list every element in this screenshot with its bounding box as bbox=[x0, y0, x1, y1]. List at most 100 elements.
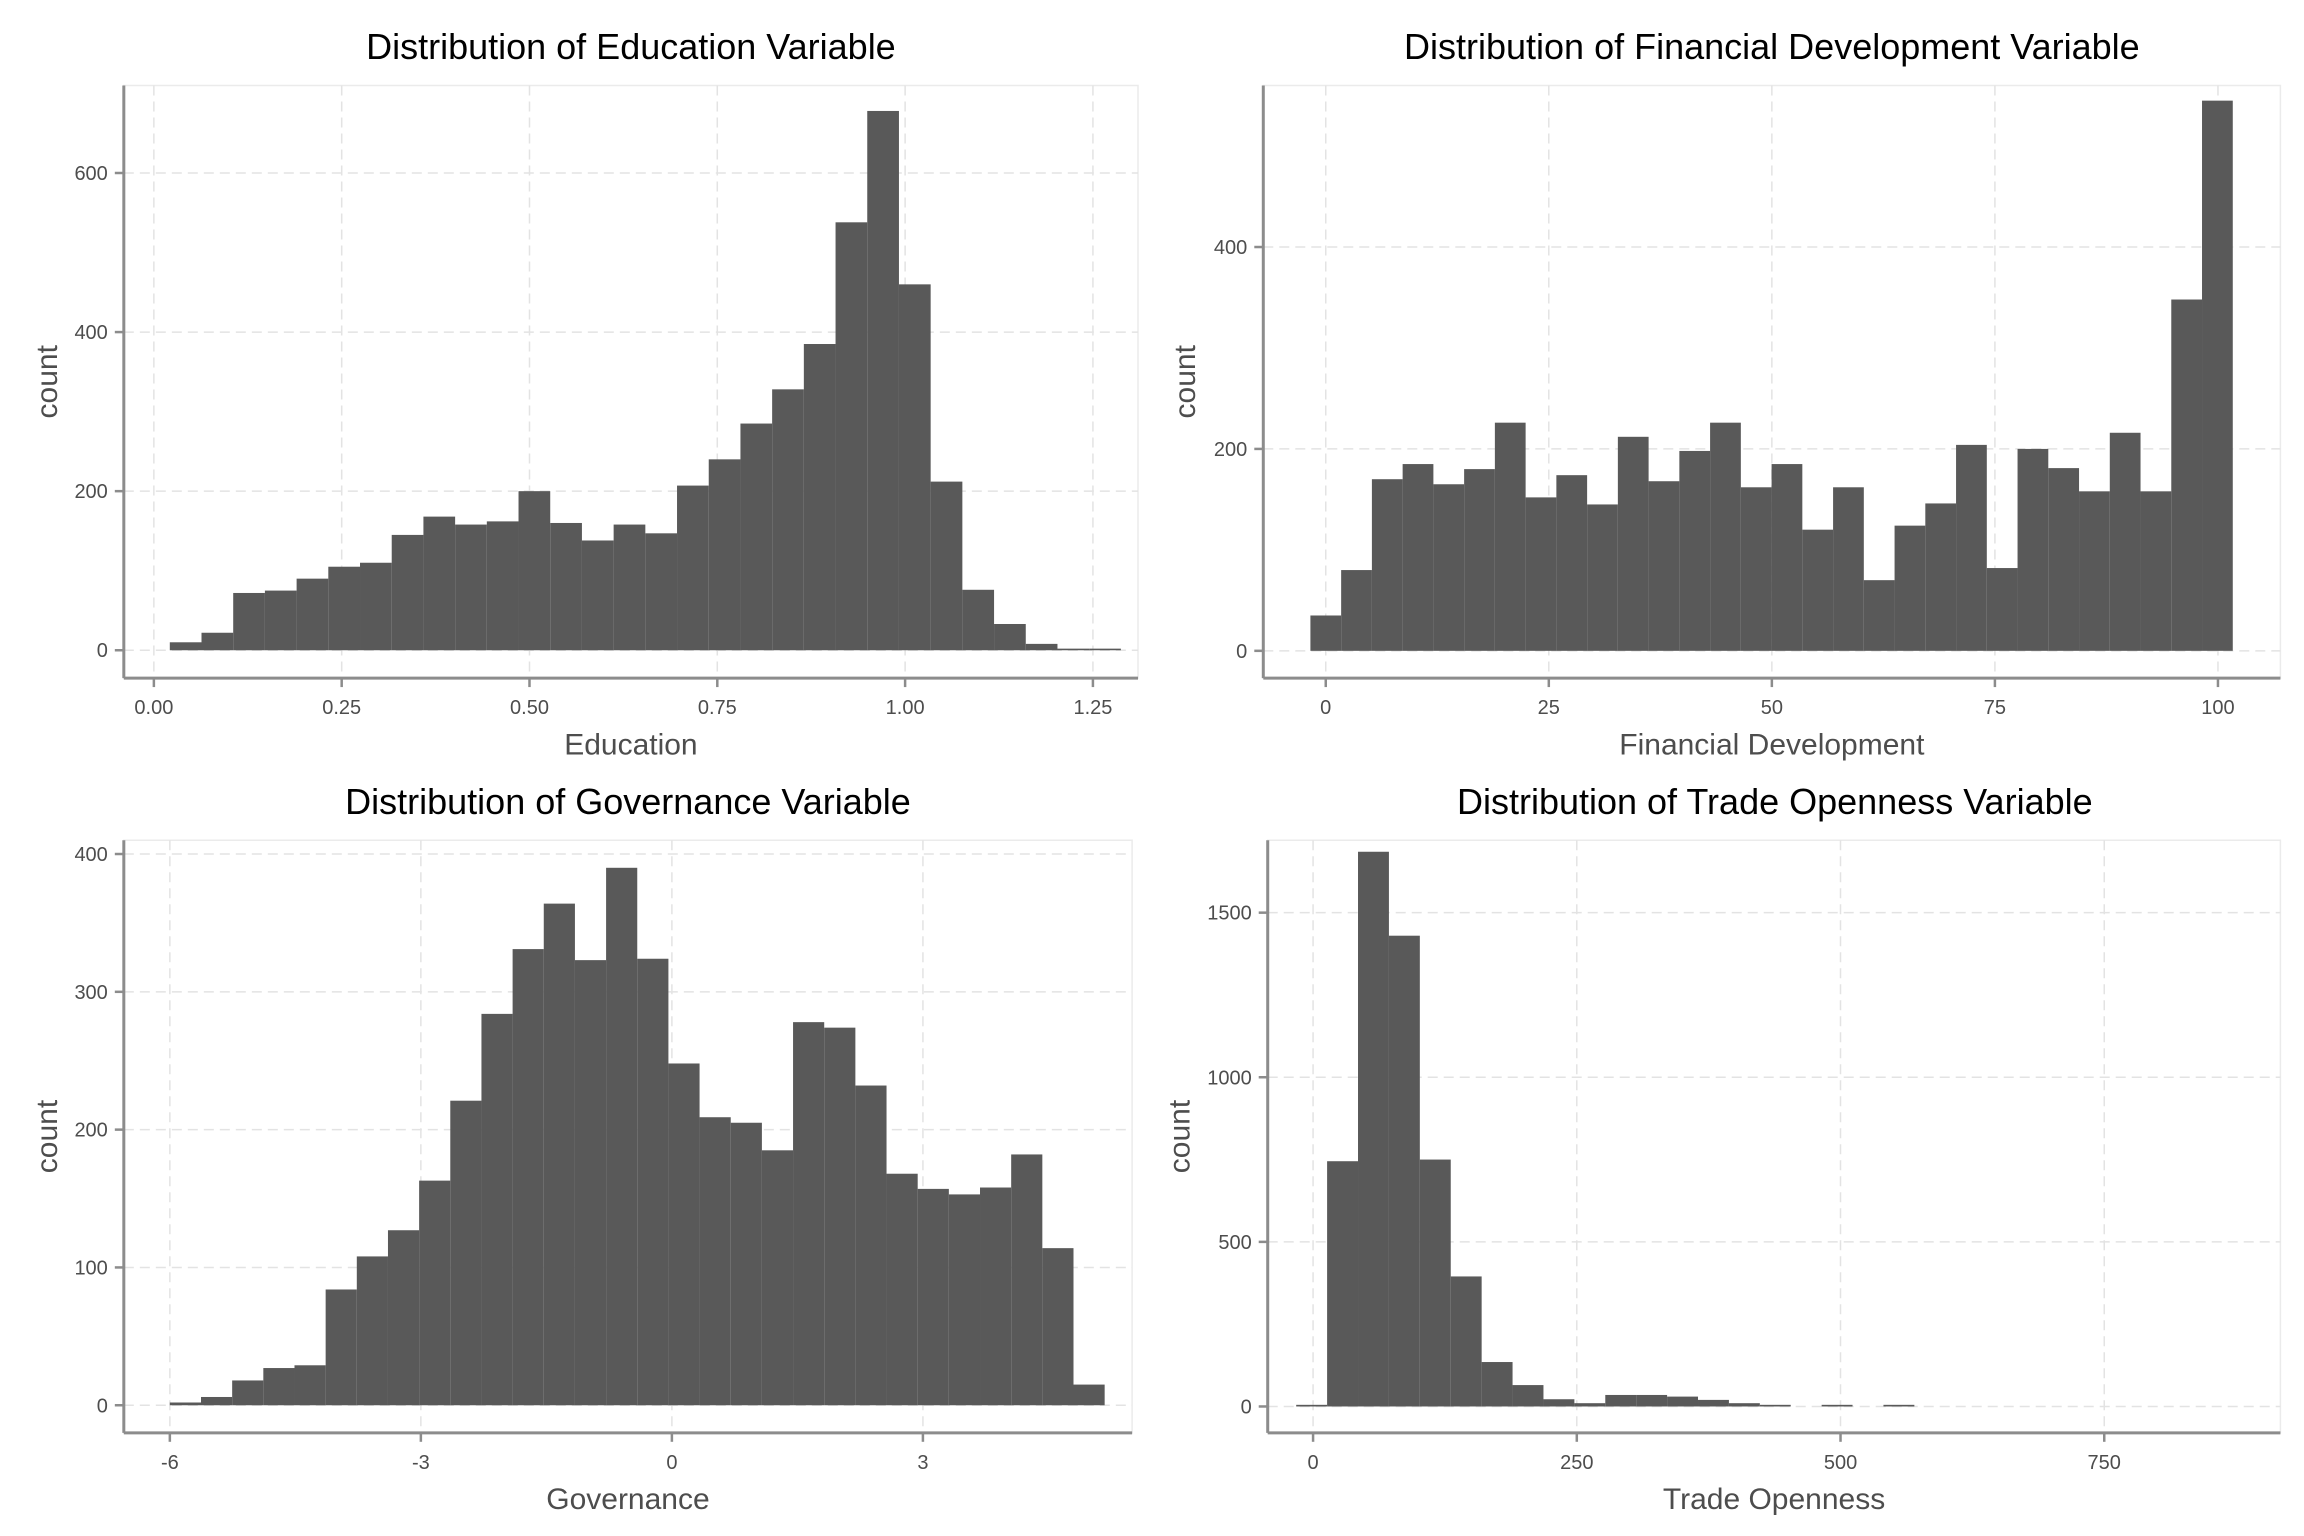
histogram-bar bbox=[1883, 1404, 1915, 1407]
histogram-bar bbox=[1358, 851, 1389, 1407]
histogram-bar bbox=[455, 524, 487, 651]
histogram-bar bbox=[803, 344, 836, 651]
histogram-bar bbox=[898, 284, 931, 651]
histogram-bar bbox=[1759, 1404, 1791, 1407]
y-tick-label: 0 bbox=[1241, 1396, 1252, 1418]
histogram-bar bbox=[772, 389, 804, 651]
histogram-bar bbox=[730, 1122, 762, 1406]
chart-panel-4: 0 250 500 750 0 500 1000 1500 Distribution of Tr… bbox=[1163, 781, 2282, 1516]
y-tick-label: 1500 bbox=[1207, 903, 1252, 925]
histogram-bar bbox=[1341, 570, 1372, 651]
y-tick-label: 200 bbox=[74, 1120, 107, 1142]
histogram-bar bbox=[917, 1188, 949, 1406]
histogram-bar bbox=[1011, 1154, 1043, 1406]
histogram-bar bbox=[1525, 497, 1557, 651]
histogram-bar bbox=[867, 110, 899, 651]
histogram-bar bbox=[232, 1380, 264, 1406]
histogram-bar bbox=[512, 949, 544, 1406]
histogram-bar bbox=[1402, 464, 1434, 651]
histogram-bar bbox=[325, 1289, 357, 1406]
histogram-bar bbox=[419, 1180, 451, 1406]
histogram-bar bbox=[1543, 1399, 1575, 1407]
chart-title: Distribution of Trade Openness Variable bbox=[1457, 781, 2093, 822]
histogram-bar bbox=[637, 958, 669, 1406]
x-tick-label: 0.50 bbox=[510, 697, 549, 719]
histogram-bar bbox=[1481, 1362, 1513, 1407]
histogram-bar bbox=[793, 1022, 825, 1406]
x-tick-label: 0 bbox=[666, 1452, 677, 1474]
histogram-bar bbox=[1089, 648, 1121, 651]
histogram-bar bbox=[980, 1187, 1012, 1406]
histogram-bar bbox=[1327, 1161, 1359, 1407]
histogram-bar bbox=[1296, 1404, 1328, 1407]
y-tick-label: 200 bbox=[74, 481, 107, 503]
x-tick-label: -3 bbox=[412, 1452, 430, 1474]
histogram-bar bbox=[2079, 491, 2110, 651]
histogram-bar bbox=[328, 566, 361, 651]
histogram-bar bbox=[1605, 1394, 1637, 1407]
histogram-bar bbox=[581, 540, 614, 651]
histogram-bar bbox=[1728, 1403, 1760, 1407]
histogram-bar bbox=[423, 516, 456, 651]
histogram-bar bbox=[450, 1100, 482, 1406]
histogram-bar bbox=[1617, 436, 1649, 651]
histogram-bar bbox=[169, 642, 202, 651]
histogram-bar bbox=[699, 1117, 731, 1406]
histogram-bar bbox=[1821, 1404, 1853, 1407]
x-axis-title: Governance bbox=[546, 1483, 709, 1516]
histogram-bar bbox=[1667, 1396, 1699, 1407]
y-axis-title: count bbox=[31, 344, 64, 418]
chart-title: Distribution of Education Variable bbox=[366, 26, 896, 67]
histogram-bar bbox=[1802, 529, 1834, 651]
x-tick-label: 1.00 bbox=[886, 697, 925, 719]
x-tick-label: 75 bbox=[1984, 697, 2006, 719]
x-tick-label: 250 bbox=[1560, 1452, 1593, 1474]
histogram-bar bbox=[574, 960, 607, 1406]
x-axis-title: Financial Development bbox=[1619, 728, 1925, 761]
y-tick-label: 400 bbox=[74, 844, 107, 866]
histogram-bar bbox=[356, 1256, 388, 1406]
x-tick-label: 0.00 bbox=[134, 697, 173, 719]
histogram-bar bbox=[606, 867, 638, 1406]
x-tick-label: 1.25 bbox=[1073, 697, 1112, 719]
histogram-bar bbox=[1956, 444, 1987, 651]
histogram-bar bbox=[1679, 450, 1711, 651]
histogram-bar bbox=[2202, 100, 2233, 651]
y-tick-label: 1000 bbox=[1207, 1067, 1252, 1089]
histogram-bar bbox=[1833, 487, 1864, 651]
histogram-bar bbox=[169, 1402, 202, 1406]
histogram-bar bbox=[948, 1194, 981, 1406]
histogram-bar bbox=[264, 590, 297, 651]
histogram-bar bbox=[296, 578, 329, 651]
chart-panel-3: -6 -3 0 3 0 100 200 300 400 Distribution of Gover… bbox=[31, 781, 1133, 1516]
histogram-bar bbox=[645, 533, 678, 651]
histogram-bar bbox=[1925, 503, 1957, 651]
histogram-bar bbox=[1894, 525, 1926, 651]
x-tick-label: 0.25 bbox=[322, 697, 361, 719]
y-tick-label: 400 bbox=[1214, 237, 1247, 259]
y-axis-title: count bbox=[1163, 1099, 1196, 1173]
histogram-bar bbox=[668, 1063, 700, 1406]
y-tick-label: 200 bbox=[1214, 439, 1247, 461]
histogram-bar bbox=[1698, 1399, 1729, 1407]
histogram-bar bbox=[1057, 648, 1090, 651]
histogram-bar bbox=[550, 522, 582, 651]
chart-panel-2: 0 25 50 75 100 0 200 400 Distribution of Financi… bbox=[1169, 26, 2282, 761]
histogram-bar bbox=[1710, 422, 1741, 651]
histogram-bar bbox=[2109, 432, 2141, 651]
x-tick-label: 0.75 bbox=[698, 697, 737, 719]
y-axis-title: count bbox=[1169, 344, 1202, 418]
histogram-bar bbox=[233, 592, 265, 651]
histogram-bar bbox=[1450, 1276, 1482, 1407]
histogram-bar bbox=[855, 1085, 887, 1406]
histogram-bar bbox=[677, 485, 709, 651]
histogram-bar bbox=[708, 459, 741, 651]
y-tick-label: 400 bbox=[74, 322, 107, 344]
x-tick-label: 3 bbox=[917, 1452, 928, 1474]
histogram-bar bbox=[1419, 1159, 1451, 1407]
x-tick-label: 50 bbox=[1761, 697, 1783, 719]
x-tick-label: -6 bbox=[161, 1452, 179, 1474]
histogram-bar bbox=[263, 1368, 295, 1406]
histogram-bar bbox=[360, 562, 392, 651]
